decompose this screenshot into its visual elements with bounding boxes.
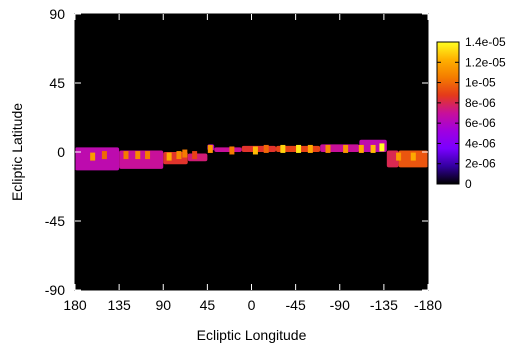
colorbar-ticks: 1.4e-05 1.2e-05 1e-05 8e-06 6e-06 4e-06 2e-06 0 (437, 35, 506, 191)
x-tick-label: 180 (63, 297, 87, 313)
hot-spot-0 (90, 152, 96, 161)
y-axis-label: Ecliptic Latitude (9, 103, 25, 201)
hot-spot-3 (135, 151, 141, 160)
colorbar-tick-label: 6e-06 (465, 116, 496, 130)
hot-spot-1 (101, 151, 107, 160)
hot-spot-22 (410, 152, 416, 161)
colorbar-tick-label: 4e-06 (465, 136, 496, 150)
x-tick-label: 45 (200, 297, 216, 313)
x-axis-label: Ecliptic Longitude (197, 327, 307, 343)
hot-spot-12 (263, 144, 269, 153)
x-tick-label: 0 (248, 297, 256, 313)
hot-spot-21 (396, 152, 402, 161)
x-tick-label: 135 (107, 297, 131, 313)
band-segment-1 (119, 150, 164, 169)
hot-spot-17 (343, 144, 349, 153)
colorbar-tick-label: 0 (465, 177, 472, 191)
y-tick-label: 90 (49, 6, 65, 22)
band-segment-10 (386, 150, 399, 168)
hot-spot-19 (370, 144, 376, 153)
colorbar-tick-label: 8e-06 (465, 96, 496, 110)
hot-spot-18 (358, 144, 364, 153)
hot-spot-20 (379, 143, 385, 152)
hot-spot-5 (166, 152, 172, 161)
hot-spot-7 (182, 149, 188, 158)
band-segment-6 (241, 145, 277, 152)
colorbar-tick-label: 2e-06 (465, 157, 496, 171)
x-axis-ticks: 180 135 90 45 0 -45 -90 -135 -180 (63, 14, 442, 313)
x-tick-label: -135 (370, 297, 398, 313)
x-tick-label: 90 (155, 297, 171, 313)
hot-spot-14 (296, 144, 302, 153)
plot-area: 180 135 90 45 0 -45 -90 -135 -180 90 45 0 -45 -90 (45, 6, 442, 313)
hot-spot-4 (145, 151, 151, 160)
band-segment-5 (214, 147, 242, 152)
hot-spot-2 (123, 151, 129, 160)
y-tick-label: -45 (45, 213, 65, 229)
colorbar: 1.4e-05 1.2e-05 1e-05 8e-06 6e-06 4e-06 2e-06 0 (436, 35, 506, 191)
y-tick-label: 45 (49, 75, 65, 91)
y-tick-label: -90 (45, 282, 65, 298)
hot-spot-10 (229, 146, 235, 155)
x-tick-label: -180 (414, 297, 442, 313)
colorbar-tick-label: 1.4e-05 (465, 35, 506, 49)
hot-spot-9 (207, 144, 213, 153)
hot-spot-13 (280, 144, 286, 153)
colorbar-gradient (436, 41, 460, 185)
y-tick-label: 0 (57, 144, 65, 160)
hot-spot-16 (325, 144, 331, 153)
band-segment-0 (75, 147, 120, 171)
hot-spot-11 (252, 146, 258, 155)
colorbar-tick-label: 1.2e-05 (465, 55, 506, 69)
y-axis-ticks: 90 45 0 -45 -90 (45, 6, 428, 298)
x-tick-label: -90 (330, 297, 350, 313)
band-segment-3 (187, 153, 208, 162)
hot-spot-15 (307, 144, 313, 153)
hot-spot-6 (176, 151, 182, 160)
colorbar-tick-label: 1e-05 (465, 76, 496, 90)
hot-spots (90, 143, 416, 161)
hot-spot-8 (192, 151, 198, 160)
x-tick-label: -45 (286, 297, 306, 313)
